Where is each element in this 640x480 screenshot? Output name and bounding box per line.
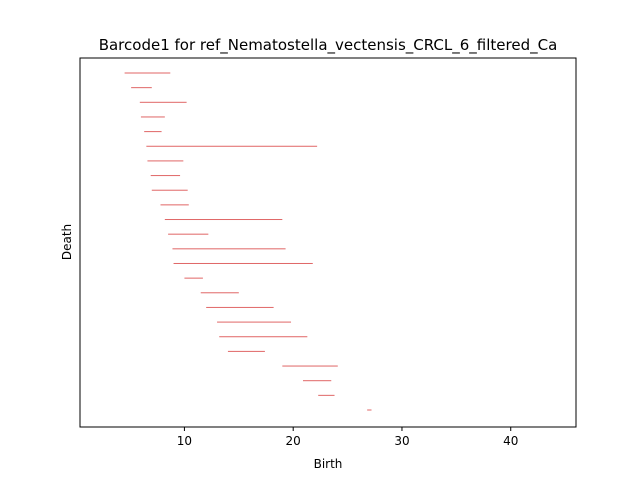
barcode-bar bbox=[147, 160, 184, 162]
barcode-bar bbox=[206, 306, 274, 308]
barcode-bars bbox=[124, 72, 372, 411]
chart-title: Barcode1 for ref_Nematostella_vectensis_… bbox=[99, 36, 558, 55]
barcode-bar bbox=[367, 409, 372, 411]
barcode-bar bbox=[172, 248, 286, 250]
barcode-bar bbox=[151, 189, 188, 191]
barcode-bar bbox=[140, 116, 165, 118]
x-tick-label: 40 bbox=[503, 434, 518, 448]
barcode-bar bbox=[217, 321, 292, 323]
barcode-bar bbox=[200, 292, 239, 294]
barcode-bar bbox=[144, 131, 162, 133]
barcode-bar bbox=[184, 277, 203, 279]
barcode-bar bbox=[164, 219, 283, 221]
barcode-bar bbox=[318, 394, 335, 396]
barcode-bar bbox=[168, 233, 209, 235]
barcode-bar bbox=[173, 262, 313, 264]
x-tick-label: 10 bbox=[177, 434, 192, 448]
barcode-bar bbox=[146, 145, 318, 147]
barcode-bar bbox=[219, 336, 308, 338]
barcode-bar bbox=[131, 87, 152, 89]
barcode-bar bbox=[160, 204, 189, 206]
barcode-bar bbox=[124, 72, 171, 74]
y-axis-label: Death bbox=[60, 224, 74, 260]
x-tick-label: 20 bbox=[286, 434, 301, 448]
x-axis-ticks: 10 20 30 40 bbox=[177, 427, 518, 448]
x-tick-label: 30 bbox=[394, 434, 409, 448]
barcode-bar bbox=[282, 365, 338, 367]
barcode-bar bbox=[150, 175, 181, 177]
barcode-bar bbox=[302, 380, 332, 382]
barcode-bar bbox=[139, 101, 187, 103]
x-axis-label: Birth bbox=[314, 457, 343, 471]
plot-frame bbox=[79, 57, 577, 428]
barcode-bar bbox=[227, 350, 265, 352]
